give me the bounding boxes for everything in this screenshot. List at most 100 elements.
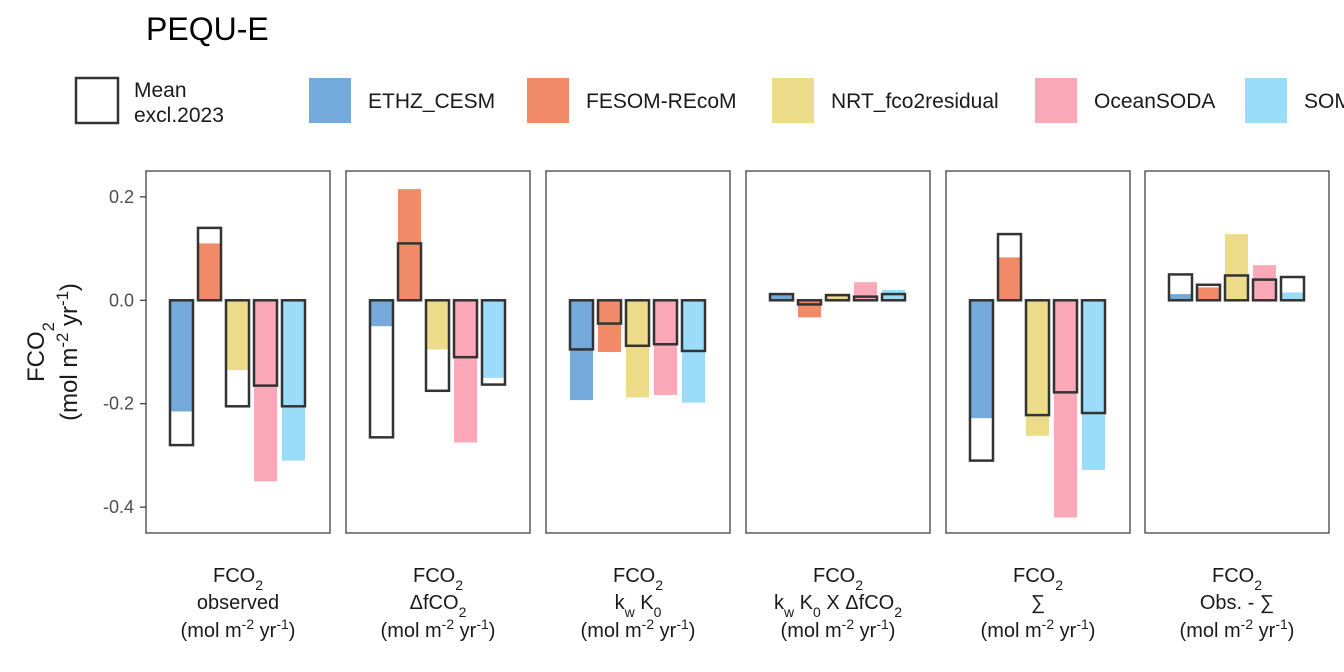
panel-label-5-1: Obs. - ∑: [1200, 592, 1274, 614]
bar-0-0: [170, 300, 193, 412]
legend-label-0: ETHZ_CESM: [368, 90, 495, 113]
panel-label-3-2: (mol m-2 yr-1): [781, 616, 896, 642]
bar-1-3: [454, 300, 477, 443]
panel-label-0-2: (mol m-2 yr-1): [181, 616, 296, 642]
panel-1: [345, 170, 531, 534]
panel-label-2-2: (mol m-2 yr-1): [581, 616, 696, 642]
mean-bar-2-0: [568, 299, 595, 351]
panel-label-5-2: (mol m-2 yr-1): [1180, 616, 1295, 642]
panel-label-4-2: (mol m-2 yr-1): [981, 616, 1096, 642]
mean-bar-0-1: [196, 226, 223, 302]
panel-frame-5: [1144, 170, 1330, 534]
panel-label-0-1: observed: [197, 592, 279, 614]
bar-1-4: [482, 300, 505, 378]
panel-label-1-0: FCO2: [413, 565, 463, 593]
bar-5-4: [1281, 292, 1304, 301]
bar-2-3: [654, 300, 677, 395]
mean-bar-5-2: [1223, 274, 1250, 302]
panel-label-2-0: FCO2: [613, 565, 663, 593]
panel-label-1-2: (mol m-2 yr-1): [381, 616, 496, 642]
bar-3-1: [798, 300, 821, 318]
legend-label-mean: Mean: [134, 79, 187, 102]
legend-key-3: [1035, 78, 1077, 123]
panel-label-4-0: FCO2: [1013, 565, 1063, 593]
bar-1-0: [370, 300, 393, 327]
panel-frame-3: [745, 170, 931, 534]
bar-4-4: [1082, 300, 1105, 470]
mean-bar-2-3: [652, 299, 679, 346]
bar-5-1: [1197, 287, 1220, 301]
y-axis-label: FCO2: [23, 322, 58, 382]
mean-bar-2-2: [624, 299, 651, 348]
mean-bar-4-3: [1052, 299, 1079, 394]
mean-bar-3-2: [824, 293, 851, 302]
y-tick-label-0: 0.2: [109, 187, 134, 207]
mean-bar-1-2: [424, 299, 451, 393]
mean-bar-1-4: [480, 299, 507, 386]
mean-bar-0-2: [224, 299, 251, 408]
legend-label-1: FESOM-REcoM: [586, 90, 737, 113]
panel-label-3-0: FCO2: [813, 565, 863, 593]
bar-4-0: [970, 300, 993, 419]
bar-3-2: [826, 293, 849, 301]
mean-bar-2-1: [596, 299, 623, 325]
legend-label-3: OceanSODA: [1094, 90, 1215, 113]
mean-bar-4-1: [996, 232, 1023, 302]
panel-label-3-1: kw K0 X ΔfCO2: [774, 592, 902, 620]
y-tick-label-3: -0.4: [103, 497, 134, 517]
bar-0-1: [198, 243, 221, 301]
mean-bar-3-1: [796, 299, 823, 306]
mean-bar-5-1: [1195, 283, 1222, 302]
bar-1-2: [426, 300, 449, 350]
bar-4-3: [1054, 300, 1077, 518]
panel-3: [745, 170, 931, 534]
panel-2: [545, 170, 731, 534]
mean-bar-3-0: [768, 292, 795, 302]
legend-key-2: [772, 78, 814, 123]
bar-5-0: [1169, 294, 1192, 301]
bar-4-2: [1026, 300, 1049, 436]
panels: [145, 170, 1330, 534]
y-axis: 0.2 0.0 -0.2 -0.4 FCO2(mol m-2 yr-1): [23, 187, 146, 517]
bar-1-1: [398, 189, 421, 301]
legend-key-mean: [74, 76, 120, 125]
mean-bar-5-0: [1167, 273, 1194, 302]
mean-bar-5-3: [1251, 278, 1278, 302]
mean-bar-0-0: [168, 299, 195, 447]
mean-bar-2-4: [680, 299, 707, 353]
panel-4: [945, 170, 1131, 534]
bar-0-2: [226, 300, 249, 371]
mean-bar-3-3: [852, 295, 879, 302]
legend-key-4: [1245, 78, 1287, 123]
panel-0: [145, 170, 331, 534]
panel-label-4-1: ∑: [1031, 592, 1045, 614]
bar-3-0: [770, 294, 793, 301]
y-axis-unit: (mol m-2 yr-1): [53, 283, 84, 421]
bar-2-1: [598, 300, 621, 352]
bar-4-1: [998, 257, 1021, 301]
legend-key-1: [527, 78, 569, 123]
legend-label-mean-2: excl.2023: [134, 104, 224, 127]
legend-key-0: [309, 78, 351, 123]
mean-bar-4-4: [1080, 299, 1107, 415]
bar-0-3: [254, 300, 277, 482]
bar-0-4: [282, 300, 305, 461]
mean-bar-5-4: [1279, 275, 1306, 302]
bar-5-2: [1225, 234, 1248, 301]
panel-label-1-1: ΔfCO2: [410, 592, 467, 620]
y-tick-label-2: -0.2: [103, 394, 134, 414]
y-tick-label-1: 0.0: [109, 290, 134, 310]
mean-bar-1-3: [452, 299, 479, 359]
mean-bar-1-1: [396, 242, 423, 302]
bar-5-3: [1253, 265, 1276, 301]
mean-bar-0-3: [252, 299, 279, 387]
panel-label-0-0: FCO2: [213, 565, 263, 593]
mean-bar-0-4: [280, 299, 307, 408]
mean-bar-3-4: [880, 292, 907, 302]
panel-label-2-1: kw K0: [615, 592, 662, 620]
mean-bar-4-2: [1024, 299, 1051, 417]
legend-label-2: NRT_fco2residual: [831, 90, 999, 113]
legend-label-4: SOM-FFN: [1304, 90, 1344, 113]
chart-title: PEQU-E: [146, 11, 269, 47]
